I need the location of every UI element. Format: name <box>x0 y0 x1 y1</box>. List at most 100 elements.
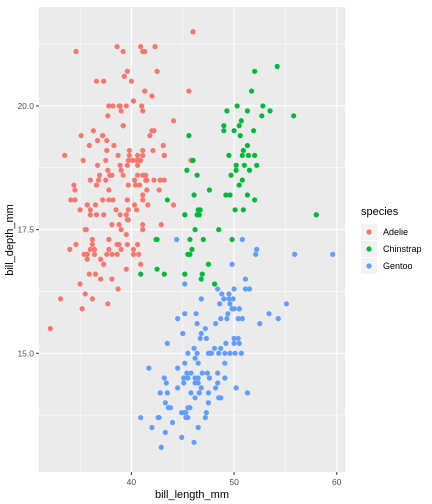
gentoo-point <box>204 370 211 376</box>
adelie-point <box>131 202 138 208</box>
legend-label-gentoo: Gentoo <box>383 261 413 271</box>
gentoo-point <box>266 311 272 317</box>
gentoo-point <box>146 365 152 371</box>
adelie-point <box>123 266 129 272</box>
adelie-point <box>111 142 117 149</box>
gentoo-point <box>235 335 241 342</box>
gentoo-point <box>199 370 205 376</box>
gentoo-point <box>219 291 225 297</box>
adelie-point <box>140 192 146 198</box>
adelie-point <box>114 251 120 257</box>
chinstrap-point <box>252 68 258 74</box>
gentoo-point <box>181 375 187 381</box>
gentoo-point <box>182 281 188 287</box>
chinstrap-point <box>245 152 252 159</box>
gentoo-point <box>215 370 221 376</box>
adelie-point <box>118 108 124 114</box>
adelie-point <box>186 88 192 94</box>
adelie-point <box>71 182 77 188</box>
gentoo-point <box>192 355 198 361</box>
adelie-point <box>190 29 196 35</box>
gentoo-point <box>192 380 198 386</box>
adelie-point <box>126 152 132 159</box>
adelie-point <box>118 167 124 173</box>
gentoo-point <box>218 345 224 351</box>
gentoo-point <box>162 429 168 436</box>
gentoo-point <box>215 380 221 386</box>
adelie-point <box>98 276 104 282</box>
gentoo-point <box>227 301 233 307</box>
adelie-point <box>140 152 146 159</box>
adelie-point <box>161 152 167 159</box>
adelie-point <box>133 207 140 213</box>
legend-swatch-adelie <box>366 229 372 235</box>
gentoo-point <box>229 261 235 267</box>
adelie-point <box>72 187 78 193</box>
gentoo-point <box>231 340 237 346</box>
adelie-point <box>114 43 120 50</box>
adelie-point <box>123 103 129 109</box>
adelie-point <box>140 108 146 114</box>
gentoo-point <box>213 385 219 391</box>
adelie-point <box>73 241 79 248</box>
x-tick-label: 60 <box>332 477 342 487</box>
gentoo-point <box>231 335 237 342</box>
chinstrap-point <box>198 276 204 282</box>
gentoo-point <box>192 395 198 401</box>
adelie-point <box>77 207 83 213</box>
adelie-point <box>137 182 143 188</box>
gentoo-point <box>206 375 213 381</box>
adelie-point <box>123 231 129 238</box>
adelie-point <box>125 207 131 213</box>
gentoo-point <box>188 370 194 376</box>
x-axis-ticks: 40 50 60 <box>127 472 342 487</box>
chinstrap-point <box>251 128 257 134</box>
adelie-point <box>124 162 130 168</box>
adelie-point <box>104 251 110 257</box>
adelie-point <box>110 197 116 203</box>
adelie-point <box>117 162 123 168</box>
gentoo-point <box>216 395 222 401</box>
adelie-point <box>100 197 106 203</box>
gentoo-point <box>202 325 208 332</box>
adelie-point <box>89 296 95 302</box>
chinstrap-point <box>206 187 213 193</box>
chinstrap-point <box>237 133 243 139</box>
chinstrap-point <box>254 162 260 168</box>
chinstrap-point <box>223 192 229 198</box>
adelie-point <box>138 261 144 267</box>
gentoo-point <box>202 414 208 421</box>
adelie-point <box>144 177 150 183</box>
grid-major-lines <box>39 7 345 472</box>
adelie-point <box>105 301 111 307</box>
chinstrap-point <box>260 103 266 109</box>
gentoo-point <box>196 390 202 396</box>
chinstrap-point <box>267 108 273 114</box>
adelie-point <box>98 256 104 262</box>
gentoo-point <box>175 365 181 371</box>
adelie-point <box>109 222 115 228</box>
chinstrap-point <box>240 147 246 154</box>
gentoo-point <box>138 414 144 421</box>
adelie-point <box>134 241 141 248</box>
adelie-point <box>72 197 78 203</box>
chinstrap-point <box>248 88 255 94</box>
adelie-point <box>118 227 124 233</box>
adelie-point <box>93 182 100 188</box>
adelie-point <box>67 246 73 252</box>
adelie-point <box>129 157 136 163</box>
adelie-point <box>106 187 112 193</box>
chinstrap-point <box>236 123 242 129</box>
adelie-point <box>120 172 126 178</box>
adelie-point <box>152 43 158 50</box>
adelie-point <box>140 222 146 228</box>
adelie-point <box>87 207 93 213</box>
gentoo-point <box>233 385 239 391</box>
adelie-point <box>121 73 127 79</box>
adelie-point <box>125 157 131 163</box>
legend-swatch-gentoo <box>366 263 372 269</box>
adelie-point <box>96 172 103 178</box>
adelie-point <box>134 162 141 168</box>
adelie-point <box>115 152 121 159</box>
